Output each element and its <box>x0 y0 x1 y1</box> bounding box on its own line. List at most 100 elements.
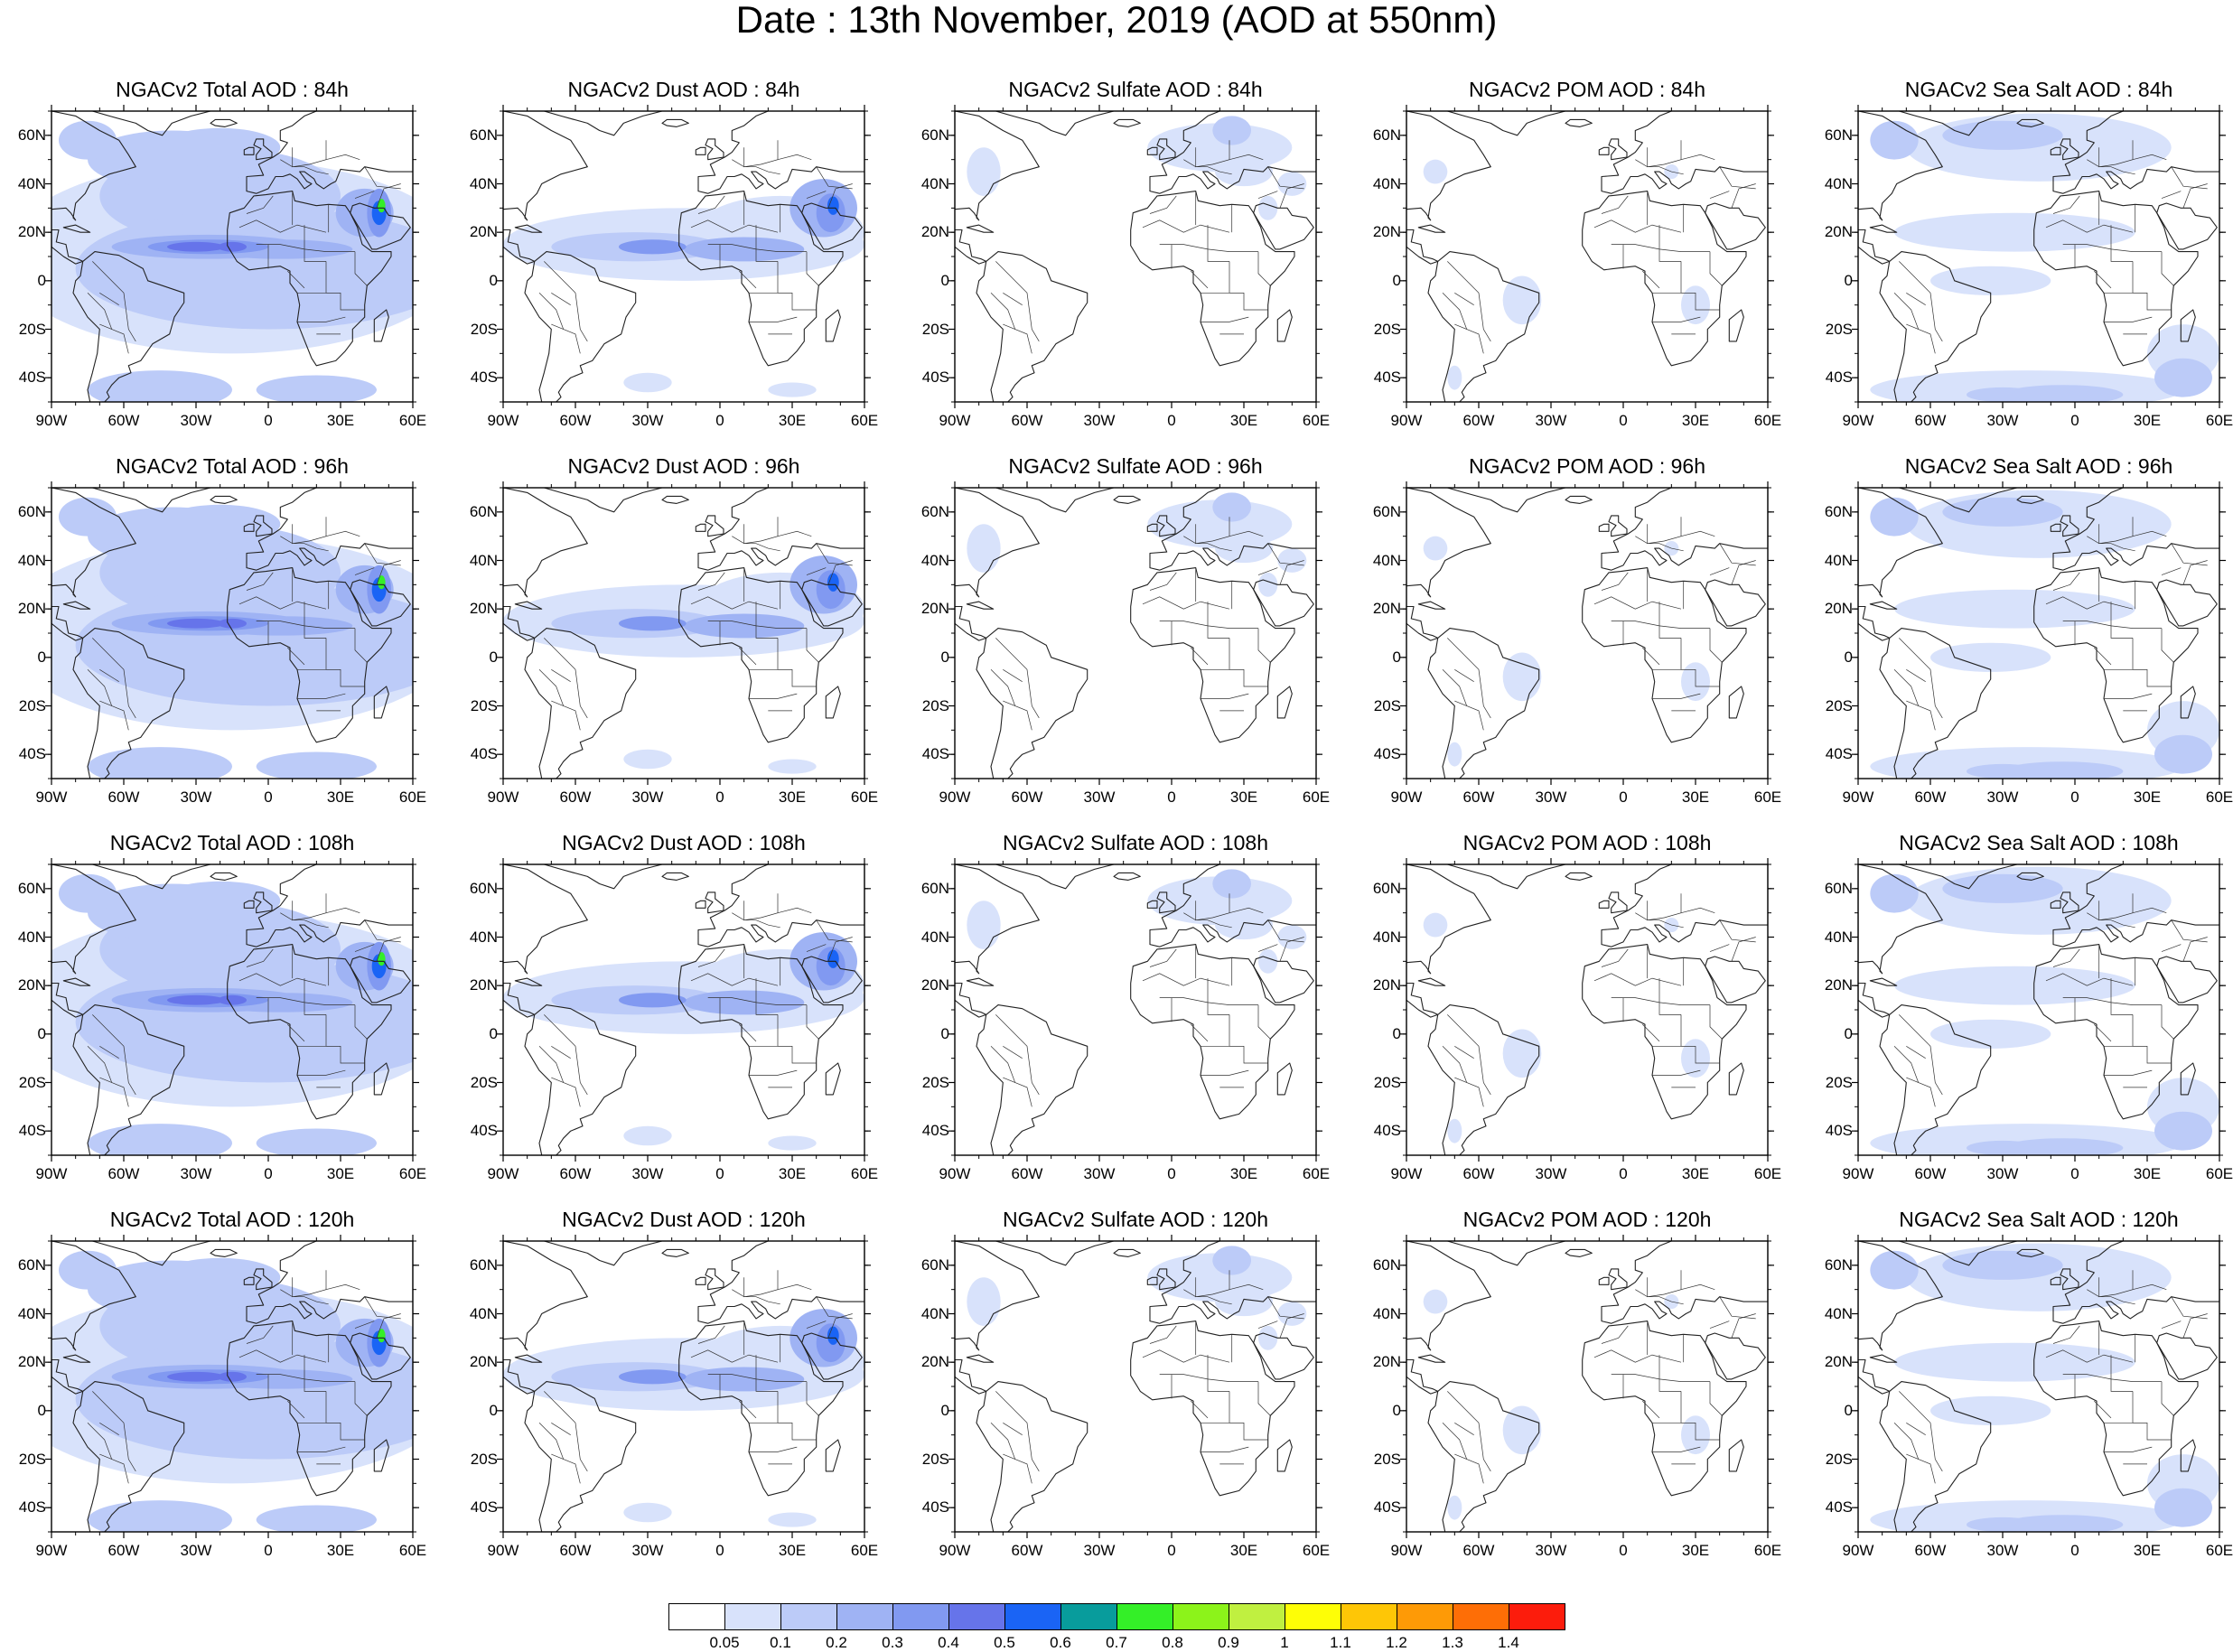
coastline-madagascar <box>1276 1062 1293 1096</box>
lon-tick-label: 60W <box>559 1165 592 1182</box>
lon-tick-label: 30W <box>1535 1165 1567 1182</box>
aod-patch <box>1423 159 1448 184</box>
country-border <box>2182 937 2208 962</box>
country-border <box>2104 316 2153 322</box>
coastline-central-america <box>503 982 536 1018</box>
lat-tick-label: 20S <box>1825 320 1853 338</box>
lat-tick-label: 20S <box>18 696 46 714</box>
aod-patch <box>1215 1286 1273 1317</box>
aod-patch <box>1215 156 1273 187</box>
coastline-ireland <box>1146 523 1158 532</box>
colorbar-label: 0.4 <box>938 1634 959 1651</box>
country-border <box>1906 1046 1926 1059</box>
coastline-greenland <box>995 1241 1115 1266</box>
aod-patch <box>167 618 225 629</box>
map-canvas <box>948 105 1322 408</box>
lat-tick-label: 0 <box>489 271 498 289</box>
lat-tick-label: 40S <box>1373 745 1401 763</box>
country-border <box>1207 1355 1229 1392</box>
map-canvas <box>497 858 871 1162</box>
coastline-ireland <box>243 900 255 909</box>
lon-tick-label: 0 <box>1167 789 1176 806</box>
coastline-arabia <box>801 1332 863 1380</box>
lon-tick-label: 30E <box>1681 412 1710 429</box>
country-border <box>995 638 1040 719</box>
country-border <box>297 292 365 311</box>
country-border <box>1454 323 1484 354</box>
map-canvas <box>1852 481 2226 785</box>
coastline-iceland <box>661 872 689 881</box>
country-border <box>690 219 779 233</box>
aod-patch <box>1258 195 1278 220</box>
country-border <box>1709 1321 1730 1329</box>
aod-patch <box>684 613 805 639</box>
panel-title: NGACv2 Dust AOD : 84h <box>567 78 800 101</box>
map-canvas <box>1852 105 2226 408</box>
country-border <box>1611 244 1710 252</box>
coastline-greenland <box>543 111 663 136</box>
lon-tick-label: 60W <box>559 789 592 806</box>
map-panel-dust: NGACv2 Dust AOD : 96h 60N 40N 20N 0 20S 40S 90W… <box>463 454 915 816</box>
country-border <box>806 1321 827 1329</box>
lat-tick-label: 20S <box>921 696 949 714</box>
lon-tick-label: 0 <box>264 789 273 806</box>
coastline-arabia <box>1705 956 1766 1003</box>
coastline-uk <box>1156 138 1176 161</box>
lon-tick-label: 0 <box>1619 1165 1628 1182</box>
coastline-central-america <box>503 229 536 265</box>
coastline-europe <box>246 488 413 571</box>
aod-patch <box>1215 533 1273 564</box>
country-border <box>739 270 757 289</box>
lat-tick-label: 0 <box>1844 271 1853 289</box>
panel-title: NGACv2 POM AOD : 108h <box>1462 831 1712 854</box>
country-border <box>777 1283 812 1291</box>
country-border <box>739 647 757 666</box>
country-border <box>2104 693 2153 699</box>
aod-field <box>955 864 1316 1155</box>
country-border <box>777 530 812 537</box>
country-border <box>1601 948 1629 967</box>
coastline-cuba <box>62 224 91 233</box>
coastline-south-america <box>72 251 185 402</box>
aod-patch <box>256 751 377 779</box>
colorbar <box>668 1603 1565 1634</box>
country-border <box>827 183 853 209</box>
lon-tick-label: 90W <box>35 1165 68 1182</box>
country-border <box>1257 251 1271 286</box>
lat-tick-label: 60N <box>1372 126 1401 144</box>
country-border <box>732 912 780 929</box>
country-border <box>2161 567 2182 575</box>
panel-title: NGACv2 Total AOD : 120h <box>109 1208 355 1231</box>
colorbar-label: 1.1 <box>1330 1634 1351 1651</box>
aod-patch <box>768 382 817 397</box>
aod-field <box>503 488 864 779</box>
country-border <box>2062 244 2162 252</box>
lat-tick-label: 60N <box>17 1255 46 1274</box>
lat-tick-label: 40S <box>921 745 949 763</box>
country-border <box>99 1046 119 1059</box>
lat-tick-label: 40S <box>1373 369 1401 387</box>
lon-tick-label: 90W <box>939 412 971 429</box>
lon-tick-label: 30W <box>1083 412 1116 429</box>
colorbar-swatch <box>1397 1603 1453 1630</box>
coastline-madagascar <box>373 309 389 342</box>
lon-tick-label: 90W <box>487 1165 519 1182</box>
lon-tick-label: 30W <box>1535 412 1567 429</box>
lat-tick-label: 60N <box>17 502 46 520</box>
lon-tick-label: 60E <box>398 789 427 806</box>
coastline-cuba <box>966 224 995 233</box>
coastline-iceland <box>1113 1248 1141 1257</box>
country-border <box>538 669 565 706</box>
country-border <box>364 166 401 190</box>
country-border <box>2104 1069 2153 1076</box>
aod-field <box>503 111 864 402</box>
aod-patch <box>1870 497 1919 537</box>
country-border <box>1003 1423 1023 1435</box>
lat-tick-label: 20N <box>920 600 949 618</box>
aod-field <box>51 111 413 402</box>
lat-tick-label: 0 <box>940 1401 949 1419</box>
country-border <box>1899 261 1943 342</box>
country-border <box>2104 292 2172 311</box>
aod-patch <box>59 497 117 537</box>
lon-tick-label: 60W <box>107 789 140 806</box>
